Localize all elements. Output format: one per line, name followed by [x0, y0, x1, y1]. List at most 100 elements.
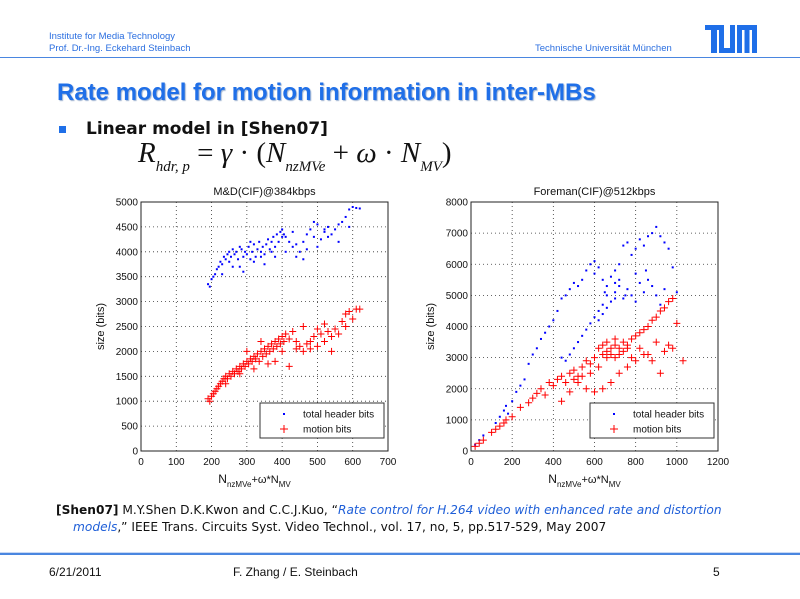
formula-n1: N [266, 137, 286, 169]
data-point-dot [593, 272, 596, 275]
data-point-plus [278, 332, 286, 340]
data-point-plus [303, 340, 311, 348]
data-point-dot [323, 230, 326, 233]
data-point-plus [252, 355, 260, 363]
data-point-plus [223, 375, 231, 383]
data-point-plus [516, 403, 524, 411]
data-point-dot [585, 328, 588, 331]
formula-n1-sub: nzMVe [285, 159, 326, 175]
data-point-plus [292, 345, 300, 353]
x-tick-label: 500 [309, 457, 326, 468]
data-point-dot [258, 240, 261, 243]
data-point-dot [601, 278, 604, 281]
data-point-plus [599, 351, 607, 359]
data-point-plus [313, 325, 321, 333]
data-point-plus [248, 357, 256, 365]
data-point-dot [279, 230, 282, 233]
data-point-dot [626, 288, 629, 291]
reference-authors: M.Y.Shen D.K.Kwon and C.C.J.Kuo, “ [118, 503, 338, 517]
data-point-dot [288, 240, 291, 243]
data-point-dot [259, 255, 262, 258]
data-point-plus [595, 363, 603, 371]
x-tick-label: 700 [380, 457, 397, 468]
data-point-dot [515, 390, 518, 393]
x-axis-label-part: nzMVe [557, 480, 582, 489]
x-tick-label: 800 [627, 457, 644, 468]
series-total-header-bits [207, 205, 361, 288]
data-point-dot [601, 303, 604, 306]
data-point-plus [619, 338, 627, 346]
data-point-dot [247, 245, 250, 248]
x-tick-label: 100 [168, 457, 185, 468]
x-tick-label: 400 [274, 457, 291, 468]
reference-details: ,” IEEE Trans. Circuits Syst. Video Tech… [117, 520, 607, 534]
x-axis-label: NnzMVe+ω*NMV [218, 472, 291, 489]
data-point-plus [275, 335, 283, 343]
data-point-dot [618, 278, 621, 281]
data-point-dot [242, 255, 245, 258]
data-point-plus [269, 345, 277, 353]
data-point-plus [257, 337, 265, 345]
data-point-plus [545, 379, 553, 387]
data-point-dot [609, 275, 612, 278]
data-point-plus [259, 352, 267, 360]
data-point-plus [508, 413, 516, 421]
data-point-plus [250, 365, 258, 373]
formula-r-sub: hdr, p [155, 159, 190, 175]
data-point-dot [277, 240, 280, 243]
data-point-plus [586, 369, 594, 377]
data-point-plus [320, 337, 328, 345]
data-point-plus [570, 366, 578, 374]
y-tick-label: 1500 [116, 372, 139, 383]
data-point-dot [589, 322, 592, 325]
data-point-plus [665, 341, 673, 349]
data-point-plus [533, 389, 541, 397]
data-point-plus [479, 436, 487, 444]
x-tick-label: 600 [586, 457, 603, 468]
data-point-plus [471, 442, 479, 450]
data-point-dot [572, 347, 575, 350]
data-point-dot [507, 412, 510, 415]
data-point-plus [660, 304, 668, 312]
data-point-dot [577, 341, 580, 344]
y-tick-label: 500 [121, 422, 138, 433]
data-point-dot [659, 235, 662, 238]
data-point-dot [630, 294, 633, 297]
y-tick-label: 4000 [446, 322, 469, 333]
reference-key: [Shen07] [56, 503, 119, 517]
data-point-dot [337, 240, 340, 243]
data-point-dot [358, 207, 361, 210]
y-tick-label: 4500 [116, 222, 139, 233]
y-tick-label: 7000 [446, 229, 469, 240]
data-point-dot [238, 265, 241, 268]
x-tick-label: 200 [504, 457, 521, 468]
data-point-dot [572, 281, 575, 284]
data-point-dot [219, 260, 222, 263]
data-point-dot [597, 309, 600, 312]
tum-logo-icon [705, 25, 757, 53]
data-point-plus [236, 370, 244, 378]
data-point-dot [651, 232, 654, 235]
data-point-plus [607, 379, 615, 387]
data-point-plus [660, 347, 668, 355]
data-point-plus [553, 375, 561, 383]
data-point-dot [593, 260, 596, 263]
data-point-plus [656, 369, 664, 377]
data-point-dot [605, 285, 608, 288]
data-point-dot [494, 421, 497, 424]
data-point-dot [642, 244, 645, 247]
formula-dot2: · [376, 137, 401, 169]
data-point-dot [316, 245, 319, 248]
data-point-dot [614, 297, 617, 300]
data-point-dot [252, 260, 255, 263]
data-point-plus [648, 357, 656, 365]
data-point-dot [511, 400, 514, 403]
legend-label: motion bits [303, 425, 351, 436]
data-point-dot [630, 253, 633, 256]
reference-title-part1: Rate control for H.264 video with enhanc… [337, 503, 722, 517]
institute-name: Institute for Media Technology [49, 31, 176, 42]
data-point-dot [302, 258, 305, 261]
data-point-dot [597, 319, 600, 322]
data-point-dot [348, 208, 351, 211]
data-point-dot [601, 313, 604, 316]
